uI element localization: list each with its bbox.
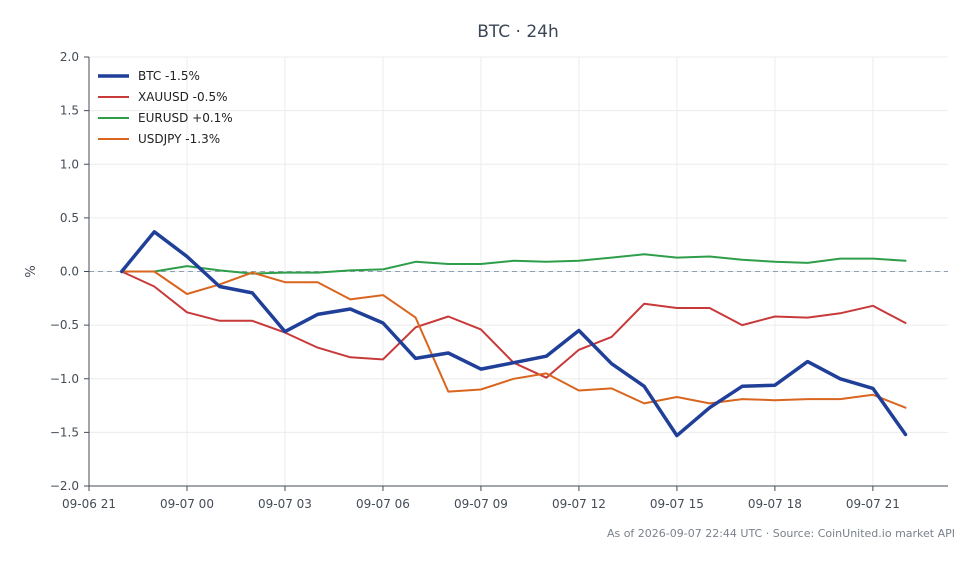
- series-line-btc: [119, 230, 908, 438]
- legend-entry: BTC -1.5%: [138, 69, 200, 83]
- series-line-eurusd: [120, 253, 907, 275]
- x-tick-label: 09-07 09: [454, 497, 508, 511]
- legend-entry: EURUSD +0.1%: [138, 111, 233, 125]
- y-tick-label: −0.5: [50, 318, 79, 332]
- y-tick-label: 2.0: [60, 50, 79, 64]
- chart-title: BTC · 24h: [477, 22, 559, 42]
- x-tick-label: 09-07 18: [748, 497, 802, 511]
- y-tick-label: 1.0: [60, 157, 79, 171]
- legend: BTC -1.5% XAUUSD -0.5% EURUSD +0.1% USDJPY …: [98, 69, 233, 146]
- source-footer: As of 2026-09-07 22:44 UTC · Source: Coi…: [607, 527, 955, 540]
- x-tick-label: 09-07 06: [356, 497, 410, 511]
- x-tick-label: 09-07 15: [650, 497, 704, 511]
- y-axis-label: %: [24, 265, 39, 277]
- x-tick-label: 09-07 21: [846, 497, 900, 511]
- x-tick-label: 09-07 03: [258, 497, 312, 511]
- y-tick-label: 0.0: [60, 265, 79, 279]
- y-tick-label: −2.0: [50, 479, 79, 493]
- y-tick-label: 1.5: [60, 104, 79, 118]
- x-tick-label: 09-06 21: [62, 497, 116, 511]
- x-tick-label: 09-07 12: [552, 497, 606, 511]
- ticks: 2.0 1.5 1.0 0.5 0.0 −0.5 −1.0 −1.5 −2.0 09-06 21 0…: [50, 50, 900, 511]
- y-tick-label: −1.5: [50, 425, 79, 439]
- legend-entry: XAUUSD -0.5%: [138, 90, 227, 104]
- x-tick-label: 09-07 00: [160, 497, 214, 511]
- y-tick-label: −1.0: [50, 372, 79, 386]
- legend-entry: USDJPY -1.3%: [138, 132, 220, 146]
- series: [119, 230, 908, 438]
- y-tick-label: 0.5: [60, 211, 79, 225]
- series-line-usdjpy: [120, 270, 907, 409]
